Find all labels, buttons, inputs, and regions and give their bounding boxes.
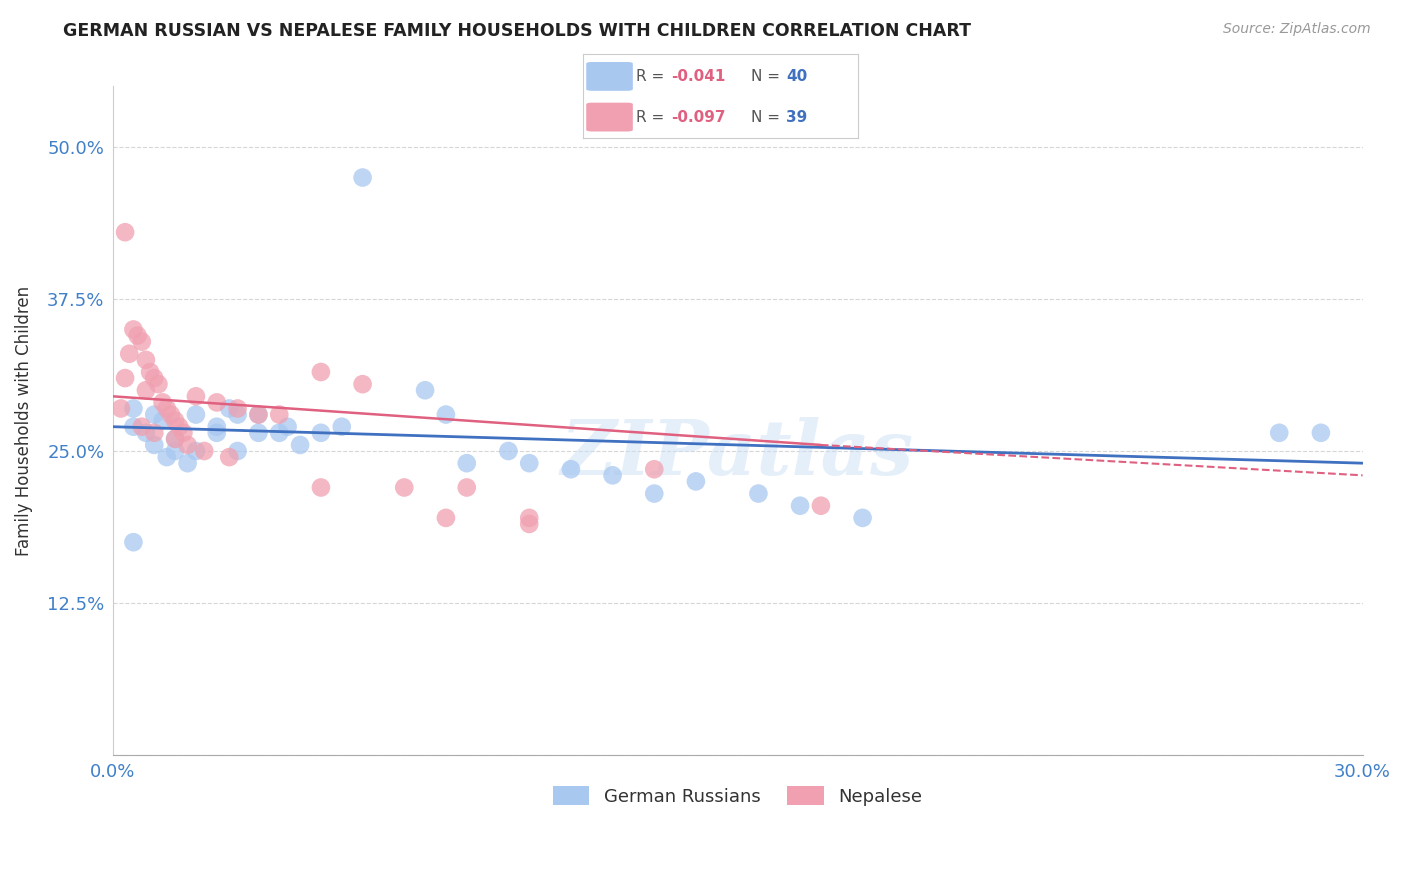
- Point: [226, 444, 249, 458]
- Point: [135, 352, 157, 367]
- Point: [143, 438, 166, 452]
- Text: N =: N =: [751, 69, 785, 84]
- Point: [218, 450, 240, 464]
- Point: [309, 481, 332, 495]
- Point: [247, 408, 270, 422]
- Point: [226, 408, 249, 422]
- Point: [352, 170, 374, 185]
- Point: [114, 225, 136, 239]
- Point: [122, 419, 145, 434]
- Point: [685, 475, 707, 489]
- Point: [330, 419, 353, 434]
- Point: [517, 511, 540, 525]
- Point: [456, 481, 478, 495]
- Point: [456, 456, 478, 470]
- Point: [127, 328, 149, 343]
- Point: [352, 377, 374, 392]
- Point: [110, 401, 132, 416]
- Point: [810, 499, 832, 513]
- Point: [247, 425, 270, 440]
- Point: [131, 334, 153, 349]
- Point: [156, 401, 179, 416]
- Text: Source: ZipAtlas.com: Source: ZipAtlas.com: [1223, 22, 1371, 37]
- Point: [434, 511, 457, 525]
- Point: [156, 450, 179, 464]
- Text: 39: 39: [786, 110, 807, 125]
- Point: [218, 401, 240, 416]
- Text: -0.041: -0.041: [671, 69, 725, 84]
- Point: [643, 486, 665, 500]
- Point: [135, 383, 157, 397]
- Text: -0.097: -0.097: [671, 110, 725, 125]
- Point: [122, 401, 145, 416]
- Text: 40: 40: [786, 69, 807, 84]
- Point: [122, 322, 145, 336]
- Point: [413, 383, 436, 397]
- Point: [517, 516, 540, 531]
- Point: [1268, 425, 1291, 440]
- Point: [269, 425, 291, 440]
- Point: [288, 438, 311, 452]
- Point: [152, 414, 174, 428]
- Point: [269, 408, 291, 422]
- Point: [498, 444, 520, 458]
- Point: [193, 444, 215, 458]
- Point: [226, 401, 249, 416]
- Point: [643, 462, 665, 476]
- Point: [160, 408, 183, 422]
- Point: [1309, 425, 1331, 440]
- Text: R =: R =: [636, 110, 669, 125]
- Point: [165, 432, 187, 446]
- Point: [184, 444, 207, 458]
- Point: [172, 425, 194, 440]
- Point: [135, 425, 157, 440]
- FancyBboxPatch shape: [586, 62, 633, 91]
- Point: [205, 419, 228, 434]
- Point: [165, 414, 187, 428]
- Point: [789, 499, 811, 513]
- Point: [114, 371, 136, 385]
- Y-axis label: Family Households with Children: Family Households with Children: [15, 285, 32, 556]
- Text: GERMAN RUSSIAN VS NEPALESE FAMILY HOUSEHOLDS WITH CHILDREN CORRELATION CHART: GERMAN RUSSIAN VS NEPALESE FAMILY HOUSEH…: [63, 22, 972, 40]
- Text: R =: R =: [636, 69, 669, 84]
- Legend: German Russians, Nepalese: German Russians, Nepalese: [546, 779, 929, 813]
- Point: [165, 432, 187, 446]
- Point: [122, 535, 145, 549]
- Point: [851, 511, 873, 525]
- Point: [184, 389, 207, 403]
- Point: [165, 444, 187, 458]
- Point: [602, 468, 624, 483]
- Point: [139, 365, 162, 379]
- Point: [205, 425, 228, 440]
- Point: [176, 456, 198, 470]
- Point: [184, 408, 207, 422]
- Point: [309, 425, 332, 440]
- Point: [148, 377, 170, 392]
- Point: [205, 395, 228, 409]
- FancyBboxPatch shape: [586, 103, 633, 131]
- Point: [434, 408, 457, 422]
- Point: [143, 425, 166, 440]
- Point: [277, 419, 299, 434]
- Point: [167, 419, 190, 434]
- Point: [309, 365, 332, 379]
- Point: [247, 408, 270, 422]
- Point: [394, 481, 416, 495]
- Point: [176, 438, 198, 452]
- Point: [517, 456, 540, 470]
- Point: [560, 462, 582, 476]
- Point: [152, 395, 174, 409]
- Text: ZIPatlas: ZIPatlas: [561, 417, 914, 491]
- Point: [143, 408, 166, 422]
- Point: [747, 486, 769, 500]
- Point: [143, 371, 166, 385]
- Point: [118, 347, 141, 361]
- Text: N =: N =: [751, 110, 785, 125]
- Point: [131, 419, 153, 434]
